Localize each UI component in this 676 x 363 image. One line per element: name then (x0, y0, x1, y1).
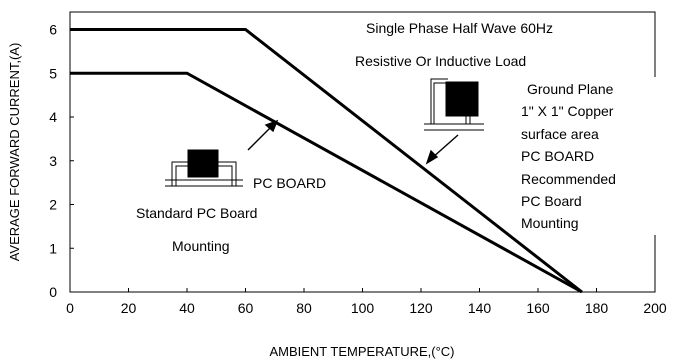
y-axis-title: AVERAGE FORWARD CURRENT,(A) (7, 43, 22, 262)
x-tick-label-2: 40 (179, 300, 195, 316)
x-tick-label-6: 120 (409, 300, 433, 316)
x-tick-label-0: 0 (66, 300, 74, 316)
x-tick-label-5: 100 (351, 300, 375, 316)
x-tick-labels: 0 20 40 60 80 100 120 140 160 180 200 (66, 300, 667, 316)
annotation-mounting-right: Mounting (521, 215, 579, 231)
annotation-recommended: Recommended (521, 171, 616, 187)
annotation-single-phase: Single Phase Half Wave 60Hz (366, 20, 553, 36)
standard-mounting-icon (165, 149, 243, 187)
x-tick-label-7: 140 (468, 300, 492, 316)
y-tick-label-3: 3 (49, 153, 57, 169)
ground-plane-mounting-icon (424, 78, 484, 131)
annotation-ground-plane: Ground Plane (527, 81, 614, 97)
x-axis-title: AMBIENT TEMPERATURE,(°C) (269, 344, 454, 359)
y-tick-label-5: 5 (49, 65, 57, 81)
annotation-pc-board-left: PC BOARD (253, 175, 326, 191)
x-tick-label-9: 180 (585, 300, 609, 316)
x-tick-label-10: 200 (643, 300, 667, 316)
y-tick-labels: 0 1 2 3 4 5 6 (49, 22, 57, 301)
x-tick-label-8: 160 (526, 300, 550, 316)
y-tick-label-6: 6 (49, 22, 57, 38)
y-tick-label-0: 0 (49, 284, 57, 300)
annotation-standard-pc-board: Standard PC Board (136, 205, 257, 221)
y-tick-label-4: 4 (49, 109, 57, 125)
series-line-1 (70, 71, 583, 294)
annotation-mounting-left: Mounting (172, 238, 230, 254)
x-tick-label-4: 80 (296, 300, 312, 316)
annotation-pc-board-mount: PC Board (521, 193, 582, 209)
series-group (70, 28, 583, 294)
arrows (247, 119, 459, 165)
x-tick-label-3: 60 (238, 300, 254, 316)
annotation-copper: 1" X 1" Copper (521, 103, 614, 119)
y-tick-label-1: 1 (49, 240, 57, 256)
annotation-load: Resistive Or Inductive Load (355, 53, 526, 69)
annotation-surface-area: surface area (521, 126, 599, 142)
annotation-pc-board-right: PC BOARD (521, 148, 594, 164)
series-line-0 (70, 28, 583, 294)
y-tick-label-2: 2 (49, 197, 57, 213)
annotation-backgrounds (132, 18, 656, 256)
x-tick-label-1: 20 (121, 300, 137, 316)
